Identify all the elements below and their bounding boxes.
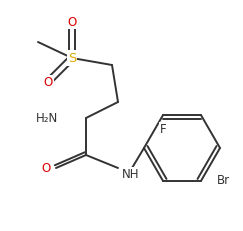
Text: F: F [160,123,166,136]
Text: S: S [68,52,76,64]
Text: NH: NH [122,167,139,180]
Text: O: O [42,161,51,174]
Text: Br: Br [217,174,230,187]
Text: O: O [67,15,77,28]
Text: H₂N: H₂N [36,112,58,125]
Text: O: O [43,76,53,88]
